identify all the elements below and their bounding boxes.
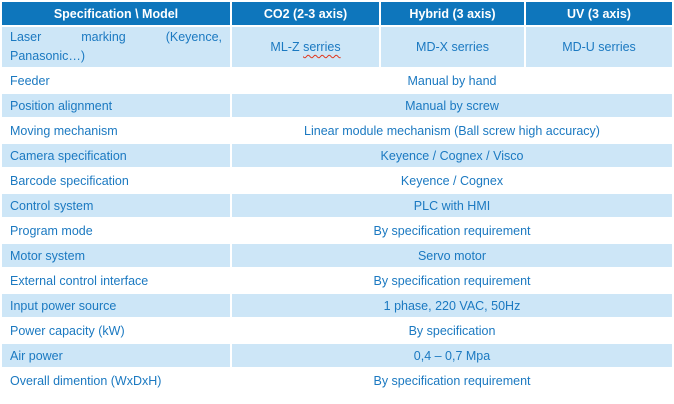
spec-label-cell: Power capacity (kW) [2, 319, 230, 342]
spec-value-cell: Manual by hand [232, 69, 672, 92]
spec-value-cell: Keyence / Cognex [232, 169, 672, 192]
spec-label-cell: External control interface [2, 269, 230, 292]
spec-value-cell: 0,4 – 0,7 Mpa [232, 344, 672, 367]
spec-label-cell: Motor system [2, 244, 230, 267]
spec-value-cell: Manual by screw [232, 94, 672, 117]
row-air-power: Air power 0,4 – 0,7 Mpa [2, 344, 672, 367]
spec-value-cell: By specification requirement [232, 219, 672, 242]
header-row: Specification \ Model CO2 (2-3 axis) Hyb… [2, 2, 672, 25]
spec-value-cell: PLC with HMI [232, 194, 672, 217]
spec-value-cell: By specification [232, 319, 672, 342]
row-external-control-interface: External control interface By specificat… [2, 269, 672, 292]
header-cell-co2: CO2 (2-3 axis) [232, 2, 379, 25]
spec-value-cell-hybrid: MD-X serries [381, 27, 524, 67]
row-overall-dimention: Overall dimention (WxDxH) By specificati… [2, 369, 672, 392]
row-moving-mechanism: Moving mechanism Linear module mechanism… [2, 119, 672, 142]
model-name: ML-Z [270, 40, 304, 54]
row-power-capacity: Power capacity (kW) By specification [2, 319, 672, 342]
spec-label-cell: Barcode specification [2, 169, 230, 192]
header-cell-specification-model: Specification \ Model [2, 2, 230, 25]
misspelled-word: serries [303, 40, 341, 54]
spec-value-cell-co2: ML-Z serries [232, 27, 379, 67]
spec-value-cell: By specification requirement [232, 369, 672, 392]
spec-value-cell: By specification requirement [232, 269, 672, 292]
spec-label-cell: Overall dimention (WxDxH) [2, 369, 230, 392]
spec-label-cell: Program mode [2, 219, 230, 242]
spec-value-cell-uv: MD-U serries [526, 27, 672, 67]
row-program-mode: Program mode By specification requiremen… [2, 219, 672, 242]
spec-label-cell: Air power [2, 344, 230, 367]
spec-label-cell: Moving mechanism [2, 119, 230, 142]
row-barcode-specification: Barcode specification Keyence / Cognex [2, 169, 672, 192]
spec-value-cell: Servo motor [232, 244, 672, 267]
row-laser-marking: Laser marking (Keyence, Panasonic…) ML-Z… [2, 27, 672, 67]
row-position-alignment: Position alignment Manual by screw [2, 94, 672, 117]
row-motor-system: Motor system Servo motor [2, 244, 672, 267]
row-camera-specification: Camera specification Keyence / Cognex / … [2, 144, 672, 167]
spec-label-cell: Input power source [2, 294, 230, 317]
row-control-system: Control system PLC with HMI [2, 194, 672, 217]
spec-label-cell: Feeder [2, 69, 230, 92]
spec-label-cell: Control system [2, 194, 230, 217]
row-input-power-source: Input power source 1 phase, 220 VAC, 50H… [2, 294, 672, 317]
spec-label-cell: Camera specification [2, 144, 230, 167]
header-cell-uv: UV (3 axis) [526, 2, 672, 25]
spec-label-cell: Position alignment [2, 94, 230, 117]
row-feeder: Feeder Manual by hand [2, 69, 672, 92]
spec-value-cell: 1 phase, 220 VAC, 50Hz [232, 294, 672, 317]
header-cell-hybrid: Hybrid (3 axis) [381, 2, 524, 25]
spec-value-cell: Keyence / Cognex / Visco [232, 144, 672, 167]
spec-value-cell: Linear module mechanism (Ball screw high… [232, 119, 672, 142]
specification-table: Specification \ Model CO2 (2-3 axis) Hyb… [2, 2, 672, 392]
spec-label-cell: Laser marking (Keyence, Panasonic…) [2, 27, 230, 67]
